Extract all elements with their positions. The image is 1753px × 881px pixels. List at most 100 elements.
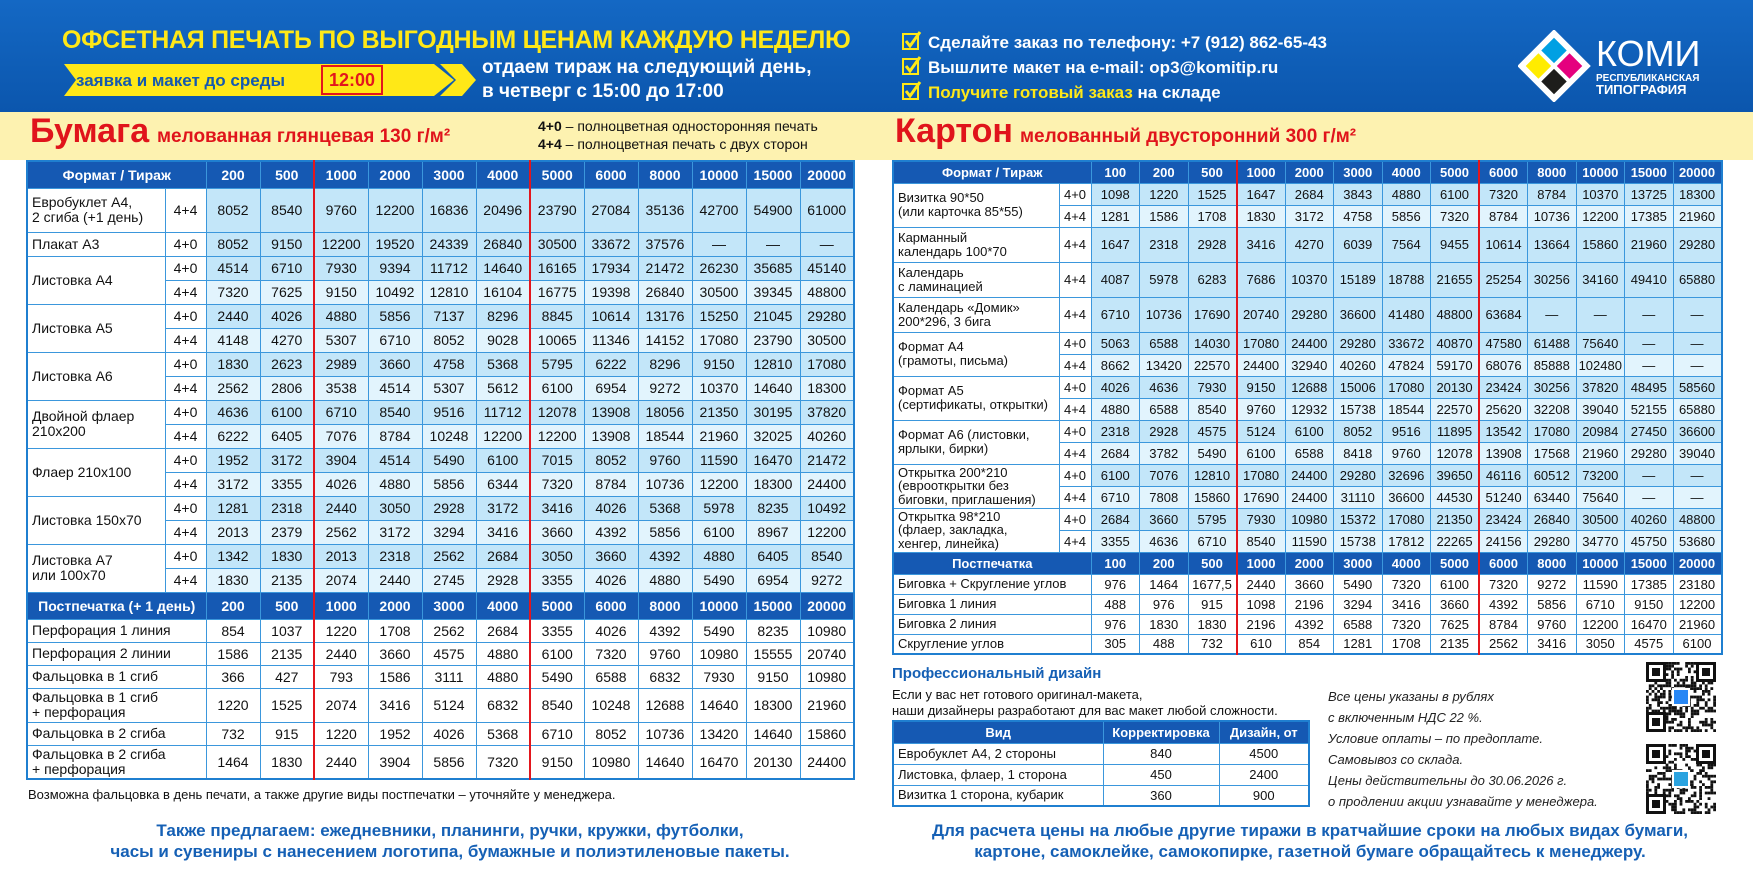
qr-module — [1665, 667, 1669, 671]
price: 1708 — [367, 618, 423, 643]
qr-module — [1665, 684, 1669, 688]
qr-module — [1657, 698, 1660, 702]
qr-module — [1668, 692, 1672, 696]
qr-module — [1679, 791, 1683, 795]
qr-module — [1646, 706, 1649, 710]
qr-module — [1702, 690, 1705, 693]
price: 85888 — [1527, 353, 1577, 377]
price: 6405 — [745, 543, 801, 569]
price: 29280 — [1333, 331, 1383, 355]
price: 10980 — [583, 744, 639, 780]
price: 18788 — [1381, 261, 1432, 298]
qr-icon — [1674, 772, 1688, 786]
qr-module — [1668, 709, 1672, 713]
qr-module — [1713, 720, 1716, 724]
price: 13908 — [583, 423, 639, 449]
contact-label: Сделайте заказ по телефону: — [928, 33, 1177, 52]
price: 17080 — [1527, 419, 1577, 443]
qr-module — [1685, 678, 1688, 682]
quantity: 200 — [205, 591, 261, 620]
qr-module — [1665, 794, 1669, 798]
price: 63684 — [1478, 296, 1529, 333]
price: 915 — [259, 721, 315, 746]
qr-module — [1648, 777, 1652, 781]
check-icon — [902, 31, 922, 50]
price: 5063 — [1090, 331, 1141, 355]
qr-module — [1696, 729, 1700, 732]
price: 1708 — [1381, 633, 1432, 655]
qr-module — [1648, 774, 1652, 778]
note-line: Все цены указаны в рублях — [1328, 689, 1494, 704]
qr-module — [1671, 718, 1674, 721]
qr-module — [1657, 772, 1660, 775]
qr-module — [1682, 788, 1686, 792]
qr-module — [1668, 729, 1672, 732]
price: 65880 — [1672, 261, 1723, 298]
qr-module — [1696, 763, 1700, 767]
price: 37820 — [1575, 375, 1626, 399]
price: 5856 — [637, 519, 693, 545]
price: 3660 — [529, 519, 585, 545]
qr-module — [1699, 791, 1702, 795]
qr-module — [1671, 726, 1674, 730]
qr-module — [1662, 788, 1666, 792]
qr-module — [1685, 788, 1688, 792]
price: 6954 — [583, 375, 639, 401]
price: 23424 — [1478, 375, 1529, 399]
legend-code: 4+0 — [538, 118, 562, 134]
price: 7930 — [1187, 375, 1238, 399]
price: 10614 — [583, 303, 639, 329]
qr-module — [1674, 744, 1677, 747]
qr-module — [1651, 690, 1655, 693]
qr-module — [1654, 791, 1658, 795]
qr-module — [1699, 772, 1702, 775]
qr-module — [1713, 802, 1716, 806]
qr-module — [1668, 726, 1672, 730]
check-box — [902, 83, 919, 100]
qr-module — [1690, 758, 1694, 761]
price: 4636 — [1139, 375, 1189, 399]
price: 10065 — [529, 327, 585, 353]
price: 6710 — [259, 255, 315, 281]
qr-module — [1657, 701, 1660, 704]
price: 3416 — [367, 687, 423, 723]
qr-module — [1662, 791, 1666, 795]
price: 25254 — [1478, 261, 1529, 298]
price: 610 — [1235, 633, 1286, 655]
qr-module — [1679, 744, 1683, 747]
header-row: Формат / Тираж 200 500 1000 2000 3000 4000 5000… — [26, 160, 855, 189]
price: 9516 — [1381, 419, 1432, 443]
section-strip — [0, 112, 1753, 160]
quantity: 5000 — [1430, 551, 1480, 575]
price: 9272 — [1527, 573, 1577, 595]
price-table: Формат / Тираж 100 200 500 1000 2000 3000 4000 5… — [892, 160, 1723, 655]
price: 1830 — [205, 351, 261, 377]
qr-module — [1648, 704, 1652, 707]
price: 1830 — [1139, 613, 1189, 635]
qr-module — [1668, 664, 1672, 668]
qr-module — [1699, 695, 1702, 699]
price: 3416 — [529, 495, 585, 521]
postpress-row: Фальцовка в 2 сгиба + перфорация 1464 1830… — [26, 744, 855, 780]
price: 102480 — [1575, 353, 1626, 377]
product-name: Формат А6 (листовки, ярлыки, бирки) — [892, 419, 1060, 465]
price: 5307 — [421, 375, 477, 401]
product-name: Визитка 90*50 (или карточка 85*55) — [892, 182, 1060, 228]
price: 4514 — [205, 255, 261, 281]
quantity: 4000 — [1381, 160, 1432, 184]
quantity: 4000 — [1381, 551, 1432, 575]
price: 6588 — [583, 664, 639, 689]
price: 1098 — [1235, 593, 1286, 615]
quantity: 10000 — [691, 160, 747, 189]
price-row: Листовка А4 4+0 4514 6710 7930 9394 11712 14640… — [26, 255, 855, 305]
qr-module — [1688, 662, 1691, 665]
price: 2318 — [259, 495, 315, 521]
qr-module — [1696, 800, 1700, 803]
price: 5368 — [637, 495, 693, 521]
price: 900 — [1218, 784, 1310, 807]
qr-module — [1668, 802, 1672, 806]
qr-module — [1662, 695, 1666, 699]
price: 6100 — [1430, 573, 1480, 595]
price: 4270 — [1284, 226, 1335, 263]
price: 12200 — [1575, 204, 1626, 228]
